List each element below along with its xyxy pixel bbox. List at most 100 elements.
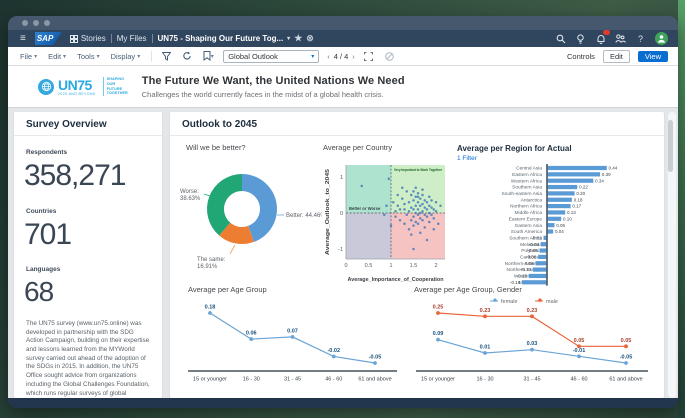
menu-icon[interactable]: ≡ <box>20 32 26 44</box>
toolbar-right: Controls Edit View <box>567 49 678 63</box>
controls-button[interactable]: Controls <box>567 51 595 61</box>
svg-text:1: 1 <box>340 175 343 181</box>
svg-text:0.05: 0.05 <box>574 338 585 344</box>
svg-text:0.05: 0.05 <box>621 338 632 344</box>
svg-text:Southern Africa: Southern Africa <box>509 235 542 241</box>
window-zoom-button[interactable] <box>44 20 50 26</box>
chevron-down-icon[interactable]: ▾ <box>287 36 291 42</box>
svg-text:The same:: The same: <box>197 257 226 263</box>
help-icon[interactable]: ? <box>637 33 643 44</box>
svg-text:0.25: 0.25 <box>433 305 444 311</box>
collaboration-icon[interactable] <box>615 33 626 44</box>
refresh-icon[interactable] <box>181 50 193 62</box>
menu-display[interactable]: Display ▾ <box>111 52 141 61</box>
svg-text:Polynesia: Polynesia <box>521 248 542 254</box>
menu-edit-label: Edit <box>48 51 62 61</box>
shell-right-icons: ? <box>555 30 678 45</box>
scatter-chart[interactable]: 1 0 -1 0 0.5 1 1.5 2 Very Important to Work Toge… <box>321 149 453 292</box>
nav-my-files-label: My Files <box>116 34 147 43</box>
svg-text:0.10: 0.10 <box>563 216 572 221</box>
nav-separator <box>110 34 112 43</box>
svg-text:-0.05: -0.05 <box>527 248 538 253</box>
filter-link[interactable]: 1 Filter <box>457 155 477 162</box>
search-icon[interactable] <box>555 33 566 44</box>
window-minimize-button[interactable] <box>33 20 39 26</box>
scrollbar-thumb[interactable] <box>668 120 673 172</box>
next-page-icon[interactable]: › <box>352 51 355 61</box>
filter-icon[interactable] <box>160 50 172 62</box>
document-tab[interactable]: UN75 - Shaping Our Future Tog... ▾ ★ ⊗ <box>158 33 314 44</box>
survey-overview-card: Survey Overview Respondents 358,271 Coun… <box>14 112 162 398</box>
age-line-chart-title: Average per Age Group <box>188 285 267 294</box>
svg-text:female: female <box>501 299 518 305</box>
page-navigation: ‹ 4 / 4 › <box>327 52 355 61</box>
outlook-card: Outlook to 2045 Will we be better? Bette… <box>170 112 664 398</box>
svg-text:31 - 45: 31 - 45 <box>523 377 540 383</box>
svg-text:-0.10: -0.10 <box>521 267 532 272</box>
background-plant <box>678 0 685 418</box>
view-mode-button[interactable]: View <box>637 50 668 62</box>
svg-text:Caribbean: Caribbean <box>520 255 542 261</box>
svg-text:Middle Africa: Middle Africa <box>515 210 543 216</box>
gender-line-chart-title: Average per Age Group, Gender <box>414 285 522 294</box>
favorite-star-icon[interactable]: ★ <box>294 33 303 43</box>
svg-text:-0.01: -0.01 <box>573 348 586 354</box>
prev-page-icon[interactable]: ‹ <box>327 51 330 61</box>
chevron-down-icon: ▾ <box>96 53 100 60</box>
un75-tagline: SHAPING OUR FUTURE TOGETHER <box>102 77 128 96</box>
edit-mode-button[interactable]: Edit <box>602 49 630 63</box>
svg-text:0.13: 0.13 <box>567 210 576 215</box>
menu-tools[interactable]: Tools ▾ <box>77 52 100 61</box>
survey-overview-title: Survey Overview <box>14 112 162 136</box>
svg-text:Western Africa: Western Africa <box>511 178 542 184</box>
svg-text:0.09: 0.09 <box>433 331 444 337</box>
profile-avatar[interactable] <box>655 32 668 45</box>
svg-text:South America: South America <box>511 229 543 235</box>
bookmark-icon[interactable]: ▾ <box>202 50 214 62</box>
kpi-countries-label: Countries <box>26 207 57 215</box>
svg-text:61 and above: 61 and above <box>358 377 391 383</box>
donut-chart[interactable]: Better: 44.46% The same: 16.91% Worse: 38.63… <box>172 152 326 277</box>
bar-chart-title: Average per Region for Actual <box>457 144 572 153</box>
svg-text:31 - 45: 31 - 45 <box>284 377 301 383</box>
scrollbar[interactable] <box>668 112 676 398</box>
close-document-icon[interactable]: ⊗ <box>306 33 314 43</box>
window-close-button[interactable] <box>22 20 28 26</box>
svg-text:0.17: 0.17 <box>572 204 581 209</box>
svg-text:0.18: 0.18 <box>574 197 583 202</box>
svg-text:46 - 60: 46 - 60 <box>570 377 587 383</box>
menu-file[interactable]: File ▾ <box>20 52 37 61</box>
svg-text:Average_Importance_of_Cooperat: Average_Importance_of_Cooperation <box>348 277 445 283</box>
svg-text:Better: 44.46%: Better: 44.46% <box>286 213 322 219</box>
svg-text:2: 2 <box>434 263 437 269</box>
nav-stories-label: Stories <box>80 34 106 43</box>
grid-icon <box>69 34 78 43</box>
kpi-languages-value: 68 <box>24 276 54 307</box>
lightbulb-icon[interactable] <box>575 33 586 44</box>
svg-text:Western Asia: Western Asia <box>514 274 543 280</box>
story-canvas: Survey Overview Respondents 358,271 Coun… <box>8 108 678 398</box>
kpi-respondents-label: Respondents <box>26 149 68 156</box>
sap-logo-text: SAP <box>36 34 54 43</box>
donut-chart-title: Will we be better? <box>186 143 246 152</box>
tagline-line: TOGETHER <box>106 91 128 96</box>
svg-text:0.03: 0.03 <box>527 341 538 347</box>
svg-text:0.22: 0.22 <box>579 185 588 190</box>
menu-display-label: Display <box>110 51 136 61</box>
menu-edit[interactable]: Edit ▾ <box>48 52 66 61</box>
gender-line-chart[interactable]: female male 15 or younger 16 - 30 31 - 45 46 … <box>408 293 656 398</box>
shell-bar: ≡ SAP Stories My Files UN75 - Shaping Ou… <box>8 30 678 47</box>
page-dropdown[interactable]: Global Outlook ▾ <box>223 49 320 63</box>
fullscreen-icon[interactable] <box>363 50 375 62</box>
story-toolbar: File ▾ Edit ▾ Tools ▾ Display ▾ ▾ Global Out… <box>8 47 678 66</box>
nav-my-files[interactable]: My Files <box>117 34 147 43</box>
nav-stories[interactable]: Stories <box>69 34 106 43</box>
outlook-card-title: Outlook to 2045 <box>170 112 664 136</box>
age-line-chart[interactable]: 15 or younger 16 - 30 31 - 45 46 - 60 61 and… <box>180 293 405 398</box>
svg-text:-0.18: -0.18 <box>510 280 521 285</box>
un75-logo: UN75 2020 AND BEYOND SHAPING OUR FUTURE … <box>38 77 128 96</box>
notification-badge <box>603 30 610 35</box>
notifications-icon[interactable] <box>595 30 610 44</box>
region-bar-chart[interactable]: Central Asia 0.44 Eastern Africa 0.39 Wester… <box>452 164 662 294</box>
timer-icon[interactable] <box>384 50 396 62</box>
